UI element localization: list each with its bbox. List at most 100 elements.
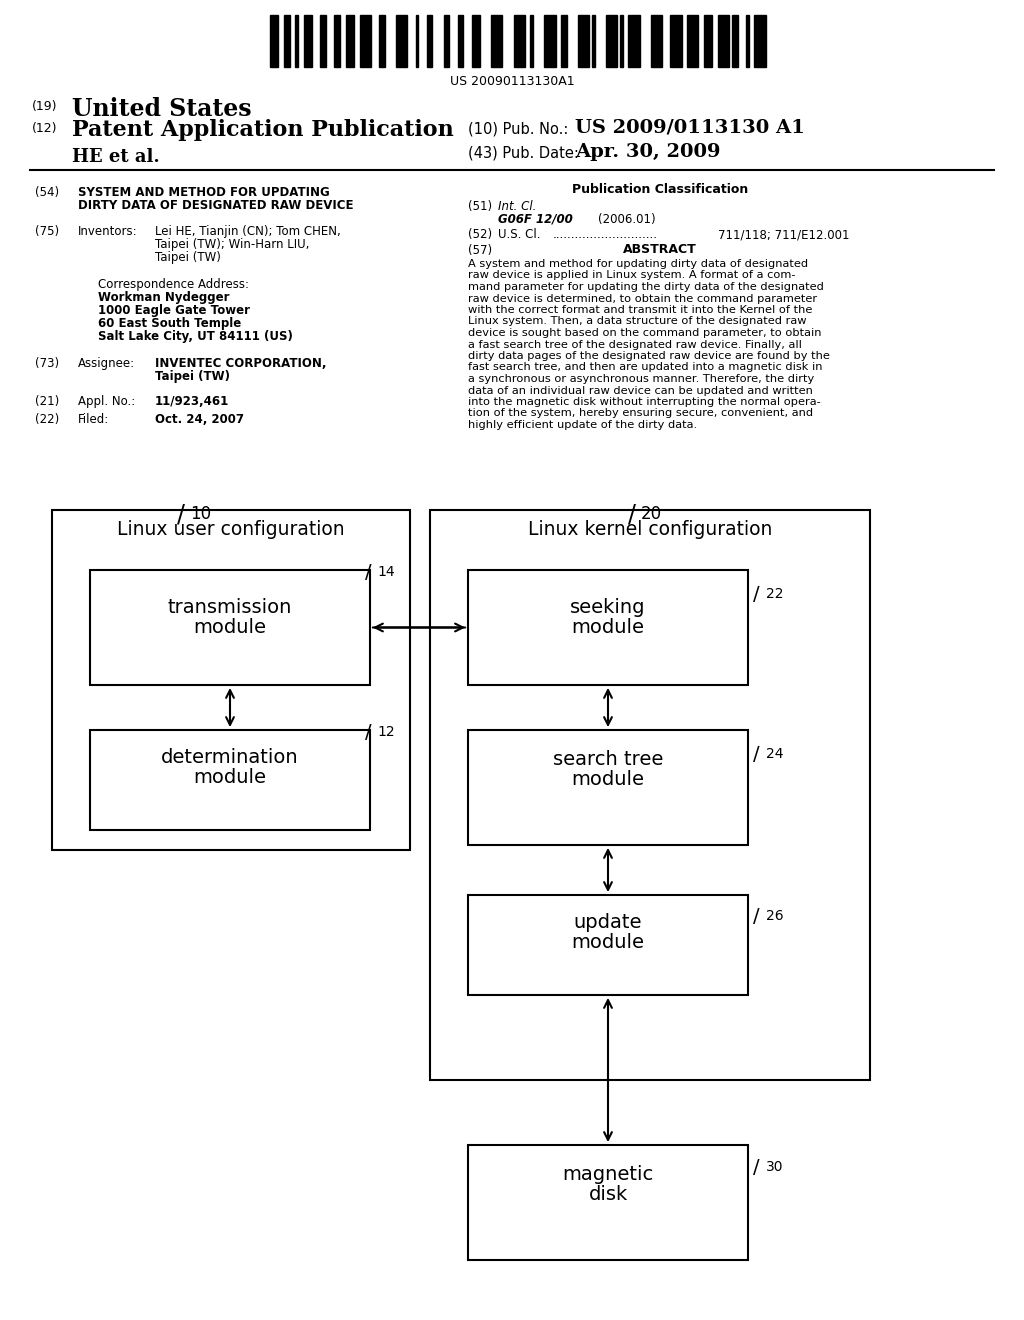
Text: 30: 30 xyxy=(766,1160,783,1173)
Bar xyxy=(396,15,408,67)
Text: a synchronous or asynchronous manner. Therefore, the dirty: a synchronous or asynchronous manner. Th… xyxy=(468,374,814,384)
Text: 26: 26 xyxy=(766,909,783,923)
Text: magnetic: magnetic xyxy=(562,1166,653,1184)
Text: (57): (57) xyxy=(468,244,493,257)
Text: 60 East South Temple: 60 East South Temple xyxy=(98,317,242,330)
Text: data of an individual raw device can be updated and written: data of an individual raw device can be … xyxy=(468,385,813,396)
Text: Publication Classification: Publication Classification xyxy=(571,183,749,195)
Bar xyxy=(468,570,748,685)
Text: (10) Pub. No.:: (10) Pub. No.: xyxy=(468,121,568,137)
Text: module: module xyxy=(571,618,644,638)
Bar xyxy=(578,15,589,67)
Text: Salt Lake City, UT 84111 (US): Salt Lake City, UT 84111 (US) xyxy=(98,330,293,343)
Text: Inventors:: Inventors: xyxy=(78,224,137,238)
Bar xyxy=(321,15,326,67)
Text: search tree: search tree xyxy=(553,750,664,770)
Bar xyxy=(514,15,525,67)
Text: into the magnetic disk without interrupting the normal opera-: into the magnetic disk without interrupt… xyxy=(468,397,821,407)
Text: seeking: seeking xyxy=(570,598,646,616)
Bar xyxy=(592,15,595,67)
Text: A system and method for updating dirty data of designated: A system and method for updating dirty d… xyxy=(468,259,808,269)
Text: transmission: transmission xyxy=(168,598,292,616)
Bar xyxy=(561,15,567,67)
Text: fast search tree, and then are updated into a magnetic disk in: fast search tree, and then are updated i… xyxy=(468,363,822,372)
Text: Apr. 30, 2009: Apr. 30, 2009 xyxy=(575,143,721,161)
Bar xyxy=(651,15,662,67)
Text: Int. Cl.: Int. Cl. xyxy=(498,201,537,213)
Text: Correspondence Address:: Correspondence Address: xyxy=(98,279,249,290)
Bar xyxy=(718,15,729,67)
Text: US 20090113130A1: US 20090113130A1 xyxy=(450,75,574,88)
Bar xyxy=(430,510,870,1080)
Bar xyxy=(303,15,312,67)
Text: /: / xyxy=(753,585,760,605)
Text: /: / xyxy=(177,503,185,527)
Text: a fast search tree of the designated raw device. Finally, all: a fast search tree of the designated raw… xyxy=(468,339,802,350)
Text: Patent Application Publication: Patent Application Publication xyxy=(72,119,454,141)
Text: raw device is determined, to obtain the command parameter: raw device is determined, to obtain the … xyxy=(468,293,817,304)
Text: device is sought based on the command parameter, to obtain: device is sought based on the command pa… xyxy=(468,327,821,338)
Text: module: module xyxy=(194,618,266,638)
Text: dirty data pages of the designated raw device are found by the: dirty data pages of the designated raw d… xyxy=(468,351,829,360)
Text: module: module xyxy=(194,768,266,787)
Bar xyxy=(295,15,298,67)
Text: (73): (73) xyxy=(35,356,59,370)
Text: DIRTY DATA OF DESIGNATED RAW DEVICE: DIRTY DATA OF DESIGNATED RAW DEVICE xyxy=(78,199,353,213)
Text: /: / xyxy=(365,564,372,582)
Text: (22): (22) xyxy=(35,413,59,426)
Text: Taipei (TW); Win-Harn LIU,: Taipei (TW); Win-Harn LIU, xyxy=(155,238,309,251)
Text: mand parameter for updating the dirty data of the designated: mand parameter for updating the dirty da… xyxy=(468,282,824,292)
Bar xyxy=(705,15,713,67)
Text: Taipei (TW): Taipei (TW) xyxy=(155,251,221,264)
Text: Taipei (TW): Taipei (TW) xyxy=(155,370,230,383)
Text: SYSTEM AND METHOD FOR UPDATING: SYSTEM AND METHOD FOR UPDATING xyxy=(78,186,330,199)
Text: ............................: ............................ xyxy=(553,228,658,242)
Bar xyxy=(755,15,766,67)
Text: raw device is applied in Linux system. A format of a com-: raw device is applied in Linux system. A… xyxy=(468,271,796,281)
Text: (54): (54) xyxy=(35,186,59,199)
Bar xyxy=(416,15,419,67)
Text: 1000 Eagle Gate Tower: 1000 Eagle Gate Tower xyxy=(98,304,250,317)
Text: Appl. No.:: Appl. No.: xyxy=(78,395,135,408)
Text: (51): (51) xyxy=(468,201,493,213)
Text: (12): (12) xyxy=(32,121,57,135)
Text: 20: 20 xyxy=(641,506,663,523)
Bar xyxy=(270,15,279,67)
Text: ABSTRACT: ABSTRACT xyxy=(624,243,697,256)
Bar xyxy=(346,15,354,67)
Bar xyxy=(746,15,749,67)
Bar xyxy=(379,15,385,67)
Bar xyxy=(335,15,340,67)
Text: /: / xyxy=(365,723,372,742)
Text: module: module xyxy=(571,770,644,789)
Text: (19): (19) xyxy=(32,100,57,114)
Bar xyxy=(468,1144,748,1261)
Text: /: / xyxy=(753,1158,760,1177)
Text: 711/118; 711/E12.001: 711/118; 711/E12.001 xyxy=(718,228,850,242)
Text: determination: determination xyxy=(161,748,299,767)
Text: Linux kernel configuration: Linux kernel configuration xyxy=(527,520,772,539)
Text: /: / xyxy=(753,907,760,927)
Text: 14: 14 xyxy=(377,565,394,579)
Bar xyxy=(492,15,503,67)
Text: 10: 10 xyxy=(190,506,211,523)
Bar xyxy=(468,895,748,995)
Text: INVENTEC CORPORATION,: INVENTEC CORPORATION, xyxy=(155,356,327,370)
Bar xyxy=(443,15,450,67)
Text: update: update xyxy=(573,913,642,932)
Text: Oct. 24, 2007: Oct. 24, 2007 xyxy=(155,413,244,426)
Text: Assignee:: Assignee: xyxy=(78,356,135,370)
Bar xyxy=(629,15,640,67)
Bar xyxy=(90,570,370,685)
Text: (2006.01): (2006.01) xyxy=(598,213,655,226)
Text: United States: United States xyxy=(72,96,252,121)
Bar xyxy=(472,15,480,67)
Text: (52): (52) xyxy=(468,228,493,242)
Bar xyxy=(545,15,556,67)
Bar xyxy=(620,15,623,67)
Text: Linux system. Then, a data structure of the designated raw: Linux system. Then, a data structure of … xyxy=(468,317,807,326)
Text: HE et al.: HE et al. xyxy=(72,148,160,166)
Bar xyxy=(359,15,371,67)
Bar xyxy=(427,15,432,67)
Bar xyxy=(458,15,463,67)
